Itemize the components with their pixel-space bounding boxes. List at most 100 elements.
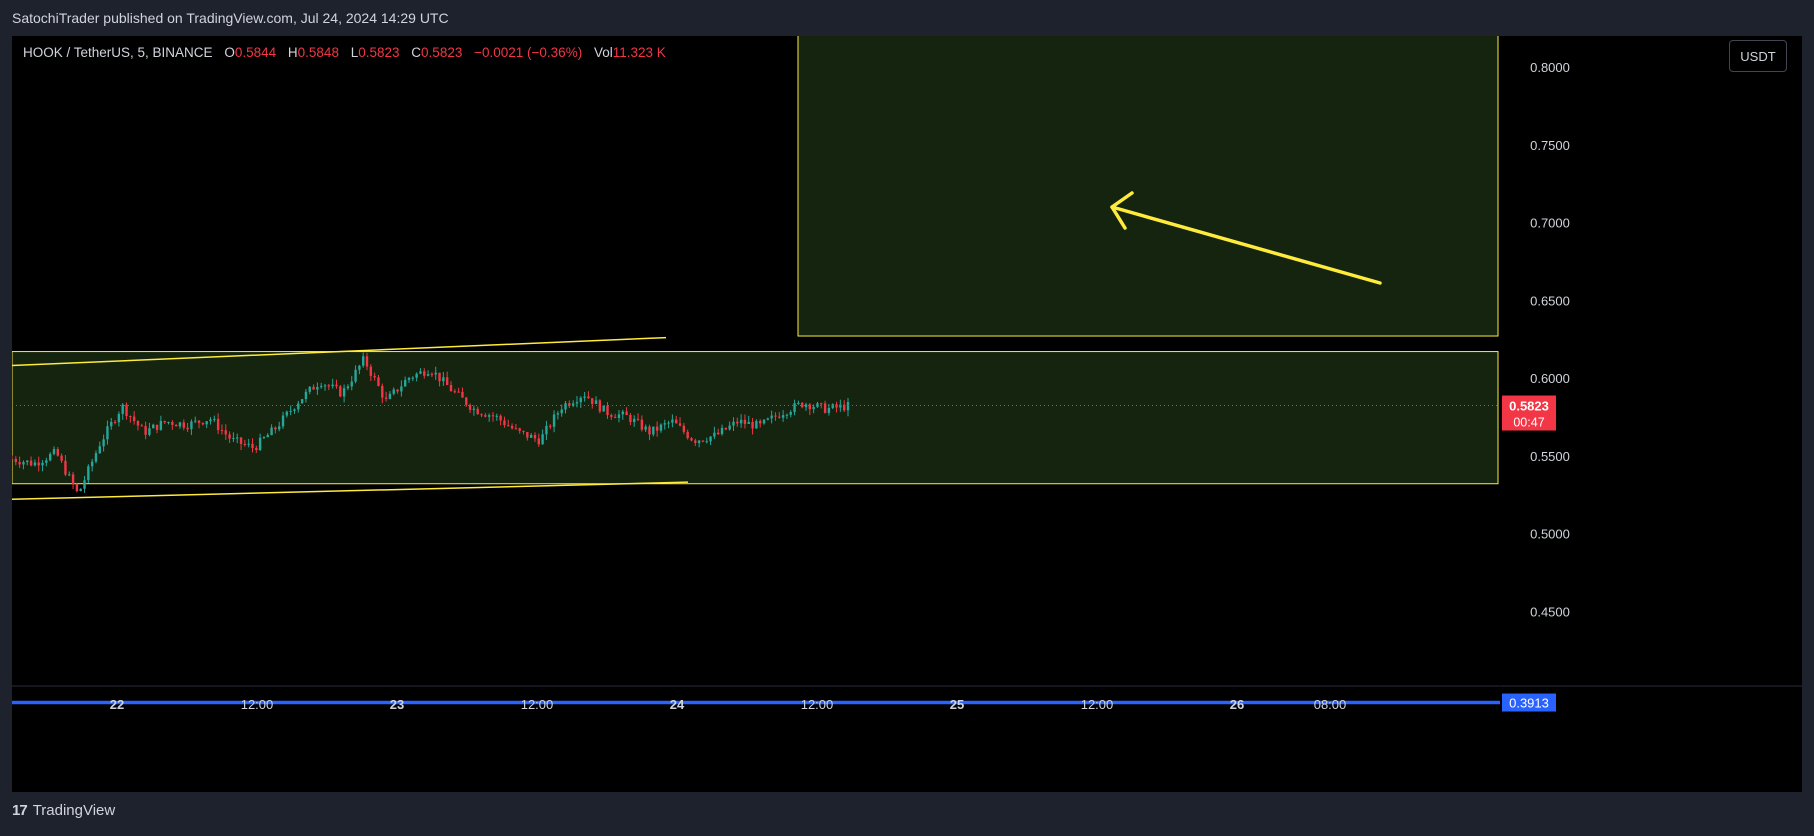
candle-body [728, 425, 731, 430]
candle-body [320, 386, 323, 388]
last-price-tag [1502, 395, 1556, 431]
candle-body [79, 488, 82, 492]
candle-body [430, 374, 434, 376]
high-value: 0.5848 [297, 45, 339, 60]
candle-body [68, 474, 71, 476]
candle-body [633, 418, 636, 423]
candle-body [342, 388, 346, 397]
candle-body [144, 426, 147, 435]
volume-value: 11.323 K [612, 45, 666, 60]
candles [12, 352, 850, 493]
candle-body [751, 421, 754, 429]
candle-body [350, 381, 353, 387]
candle-body [56, 449, 60, 456]
candle-body [694, 440, 697, 444]
candle-body [335, 384, 338, 387]
candle-body [671, 419, 674, 423]
candle-body [216, 418, 220, 431]
trend-line-2 [12, 481, 689, 501]
y-tick-label: 0.5000 [1530, 527, 1570, 542]
candle-body [60, 455, 63, 461]
candle-body [541, 434, 544, 445]
candle-body [194, 420, 197, 422]
candle-body [308, 386, 311, 392]
candle-body [48, 453, 52, 461]
last-price-label: 0.5823 [1509, 399, 1549, 414]
candle-body [90, 461, 94, 467]
candle-body [87, 466, 90, 481]
candle-body [797, 402, 800, 404]
candle-body [709, 436, 712, 442]
candle-body [64, 460, 67, 475]
y-tick-label: 0.4500 [1530, 604, 1570, 619]
candle-body [152, 424, 155, 429]
y-tick-label: 0.6000 [1530, 371, 1570, 386]
candle-body [675, 419, 678, 424]
candle-body [636, 418, 640, 420]
candle-body [529, 434, 533, 438]
candle-body [682, 425, 686, 432]
candle-body [71, 474, 75, 485]
chart-panel[interactable]: 0.4500 0.5000 0.5500 0.6000 0.6500 0.7000 0.75… [12, 36, 1802, 792]
candle-body [552, 414, 556, 427]
candle-body [182, 422, 185, 428]
candle-body [487, 415, 491, 417]
symbol-label[interactable]: HOOK / TetherUS, 5, BINANCE [23, 45, 213, 60]
candle-body [839, 404, 842, 408]
candle-body [266, 435, 269, 438]
candle-body [381, 385, 384, 398]
candle-body [18, 462, 21, 465]
candle-body [106, 426, 109, 440]
candle-body [190, 421, 193, 430]
candle-body [468, 404, 472, 410]
y-tick-label: 0.5500 [1530, 449, 1570, 464]
candle-body [213, 418, 216, 420]
candle-body [820, 403, 823, 405]
candle-body [415, 373, 418, 378]
candle-body [297, 403, 300, 410]
candle-body [659, 424, 663, 431]
candle-body [800, 402, 804, 408]
candle-body [45, 460, 48, 463]
candle-body [720, 427, 724, 435]
candle-body [396, 389, 399, 392]
candle-body [625, 411, 628, 416]
candle-body [270, 427, 273, 436]
candle-body [518, 428, 521, 431]
y-tick-label: 0.7500 [1530, 138, 1570, 153]
candle-body [339, 386, 342, 397]
candle-body [361, 356, 365, 366]
candle-body [228, 434, 231, 439]
candle-body [606, 405, 609, 416]
candle-body [621, 411, 624, 415]
candle-body [186, 427, 189, 430]
candle-body [663, 423, 666, 425]
candle-body [755, 420, 758, 429]
candle-body [220, 430, 224, 432]
currency-button[interactable]: USDT [1729, 40, 1787, 72]
candle-body [369, 366, 373, 376]
price-chart[interactable]: 0.4500 0.5000 0.5500 0.6000 0.6500 0.7000 0.75… [12, 36, 1802, 792]
candle-body [724, 427, 728, 430]
low-value: 0.5823 [358, 45, 400, 60]
candle-body [789, 412, 792, 415]
arrow-shaft [1110, 205, 1382, 285]
candle-body [713, 432, 716, 437]
candle-body [155, 424, 159, 430]
candle-body [655, 426, 659, 431]
candle-body [400, 386, 403, 392]
candle-body [697, 440, 701, 444]
candle-body [759, 420, 762, 424]
candle-body [484, 415, 487, 417]
candle-body [827, 407, 831, 413]
candle-body [129, 416, 132, 418]
candle-body [495, 415, 499, 417]
candle-body [640, 419, 644, 430]
candle-body [354, 369, 357, 382]
candle-body [426, 374, 430, 376]
level-tag-2 [1502, 693, 1556, 712]
candle-body [602, 405, 605, 412]
x-tick-label: 22 [110, 697, 124, 712]
tradingview-logo-icon: 17 [12, 802, 28, 819]
candle-body [705, 441, 708, 443]
